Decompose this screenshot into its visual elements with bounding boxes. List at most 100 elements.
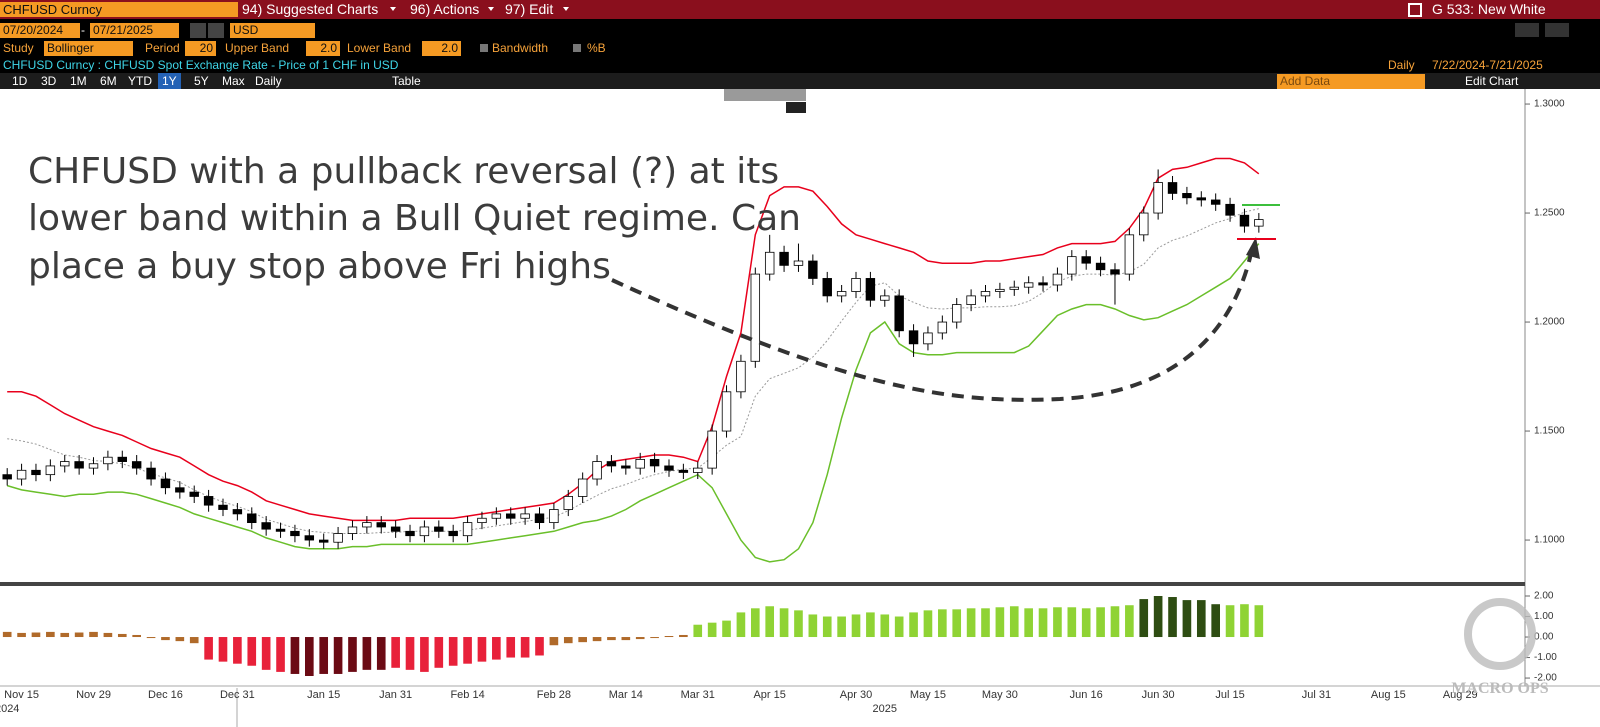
bar [952,609,962,638]
end-date[interactable]: 07/21/2025 [90,23,179,38]
currency[interactable]: USD [230,23,315,38]
candle-body [520,513,530,519]
candle-body [1239,214,1250,227]
bar [535,637,544,656]
bar [664,636,674,638]
next-button[interactable] [208,23,224,38]
bar [477,637,487,662]
candle-body [779,251,789,266]
lower-field[interactable]: 2.0 [422,41,461,56]
middle-band [7,208,1259,534]
frequency-menu[interactable]: Daily [255,74,282,88]
candle-body [563,496,573,510]
bar [1081,608,1091,638]
candle-body [88,463,99,469]
lower-label: Lower Band [347,41,412,55]
mini-toolbar-button[interactable] [786,102,806,113]
study-field[interactable]: Bollinger [44,41,133,56]
menu[interactable]: 94) Suggested Charts [242,1,400,17]
top-bar: CHFUSD Curncy 94) Suggested Charts 96) A… [0,0,1600,19]
bar [736,612,746,638]
candle-body [865,278,876,301]
checkbox[interactable] [480,44,488,52]
upper-field[interactable]: 2.0 [306,41,340,56]
candle-body [333,533,343,543]
prev-button[interactable] [190,23,206,38]
candle-body [1254,219,1264,227]
lower-band [6,243,1260,563]
candle-body [995,288,1005,292]
x-tick-label: Nov 29 [76,689,111,701]
period-field[interactable]: 20 [185,41,216,56]
candle-body [232,509,243,515]
undo-button[interactable] [1515,23,1539,37]
candle-body [894,295,904,332]
annotation: place a buy stop above Fri highs [28,246,611,287]
candle-body [764,251,775,275]
bar [103,632,113,638]
candle-body [31,469,41,476]
add-data-field[interactable]: Add Data [1277,74,1425,89]
range-button[interactable]: 3D [41,74,57,88]
candle-body [376,522,386,528]
checkbox[interactable] [573,44,581,52]
bar [189,637,199,644]
bar [448,637,458,666]
bar [563,637,573,644]
bar [261,637,271,670]
start-date[interactable]: 07/20/2024 [0,23,80,38]
bar [808,614,818,638]
range-button[interactable]: Max [222,74,245,88]
bar [333,637,343,674]
x-tick-label: Jan 31 [379,689,412,701]
bar [348,637,357,672]
bar [765,606,775,638]
expand-button[interactable] [1545,23,1569,37]
edit-chart-button[interactable]: Edit Chart [1465,74,1519,88]
upper-band [7,157,1260,522]
bar [233,637,242,664]
range-button[interactable]: 1Y [158,73,181,89]
x-tick-label: Jul 15 [1215,689,1244,701]
candle-body [261,522,271,530]
annotation: CHFUSD with a pullback reversal (?) at i… [28,151,779,192]
candle-body [448,530,458,537]
range-button[interactable]: YTD [128,74,152,88]
candle-body [1110,269,1120,275]
study-bar: Study Bollinger Period 20 Upper Band 2.0… [0,40,1600,57]
panel-separator [0,582,1525,586]
bar [549,637,559,646]
candle-body [1081,256,1091,264]
security-field[interactable]: CHFUSD Curncy [0,2,238,17]
range-button[interactable]: 1M [70,74,87,88]
candle-body [664,465,674,471]
candle-body [1124,234,1135,275]
candle-body [937,321,948,334]
y-tick-label: -2.00 [1534,673,1557,684]
range-button[interactable]: 5Y [194,74,209,88]
range-button[interactable]: 6M [100,74,117,88]
date-bar: 07/20/2024 - 07/21/2025 USD [0,19,1600,40]
menu[interactable]: 97) Edit [505,1,573,17]
candle-body [405,530,415,537]
bar [592,637,602,642]
bar [204,637,213,660]
candle-body [793,260,804,266]
candle-body [506,513,516,519]
candle-body [117,456,128,462]
table-button[interactable]: Table [392,74,421,88]
candle-body [247,513,257,524]
bar [117,633,127,638]
candle-body [1196,197,1207,201]
candle-body [218,504,228,510]
bar [1110,606,1120,638]
candle-body [390,526,401,532]
y-tick-label: 1.1500 [1534,426,1565,437]
y-tick-label: -1.00 [1534,652,1557,663]
watermark: MACRO OPS [1451,680,1548,697]
range-button[interactable]: 1D [12,74,28,88]
menu[interactable]: 96) Actions [410,1,498,17]
candle-body [736,360,746,393]
candle-body [60,461,70,467]
date-separator: - [81,23,85,37]
